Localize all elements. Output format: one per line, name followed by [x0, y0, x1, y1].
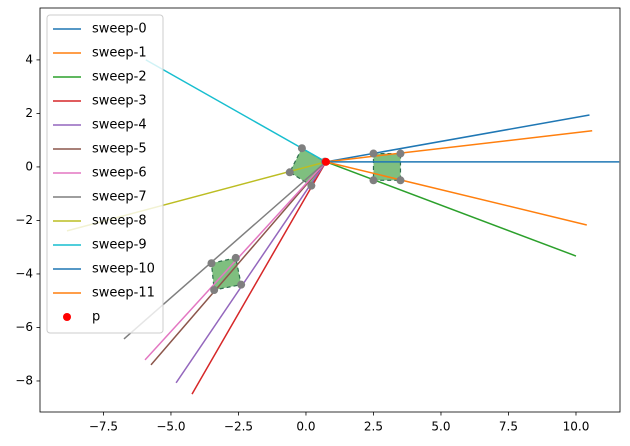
- x-tick-label: 5.0: [431, 420, 450, 434]
- y-tick-label: 4: [25, 52, 33, 66]
- vertex: [307, 181, 316, 190]
- x-tick-label: 10.0: [563, 420, 590, 434]
- legend-label: sweep-2: [92, 70, 147, 85]
- vertex: [231, 253, 240, 262]
- vertex: [369, 149, 378, 158]
- vertex: [237, 280, 246, 289]
- point: [321, 157, 330, 166]
- vertex: [369, 176, 378, 185]
- x-tick-label: 7.5: [499, 420, 518, 434]
- legend-label: p: [92, 310, 100, 325]
- legend-swatch: [63, 313, 71, 321]
- sweep-line: [191, 161, 327, 395]
- patch: [372, 152, 402, 181]
- sweep-line: [145, 59, 327, 163]
- vertex: [297, 144, 306, 153]
- legend-box: [46, 14, 164, 334]
- legend-label: sweep-7: [92, 190, 147, 205]
- vertex: [396, 176, 405, 185]
- y-tick-label: −8: [15, 373, 33, 387]
- legend-label: sweep-0: [92, 22, 147, 37]
- y-tick-label: −4: [15, 266, 33, 280]
- y-tick-label: 2: [25, 106, 33, 120]
- patch: [210, 257, 242, 291]
- legend-label: sweep-1: [92, 46, 147, 61]
- legend-label: sweep-9: [92, 238, 147, 253]
- sweep-line: [150, 161, 327, 366]
- x-tick-label: 2.5: [364, 420, 383, 434]
- legend-label: sweep-6: [92, 166, 147, 181]
- sweep-line: [325, 130, 593, 163]
- sweep-line: [325, 114, 590, 163]
- vertex: [396, 149, 405, 158]
- sweep-line: [325, 161, 577, 257]
- legend-label: sweep-11: [92, 286, 155, 301]
- sweep-line: [325, 161, 587, 226]
- vertex: [210, 285, 219, 294]
- legend-label: sweep-4: [92, 118, 147, 133]
- legend-label: sweep-3: [92, 94, 147, 109]
- y-tick-label: 0: [25, 159, 33, 173]
- vertex: [207, 259, 216, 268]
- y-tick-label: −2: [15, 213, 33, 227]
- axes-frame: [39, 7, 621, 413]
- vertex: [285, 168, 294, 177]
- legend-label: sweep-5: [92, 142, 147, 157]
- y-tick-label: −6: [15, 320, 33, 334]
- sweep-line: [175, 161, 327, 384]
- legend-label: sweep-10: [92, 262, 155, 277]
- x-tick-label: −5.0: [156, 420, 185, 434]
- legend-label: sweep-8: [92, 214, 147, 229]
- x-tick-label: −7.5: [89, 420, 118, 434]
- x-tick-label: −2.5: [224, 420, 253, 434]
- x-tick-label: 0.0: [296, 420, 315, 434]
- plot-area: [66, 59, 620, 395]
